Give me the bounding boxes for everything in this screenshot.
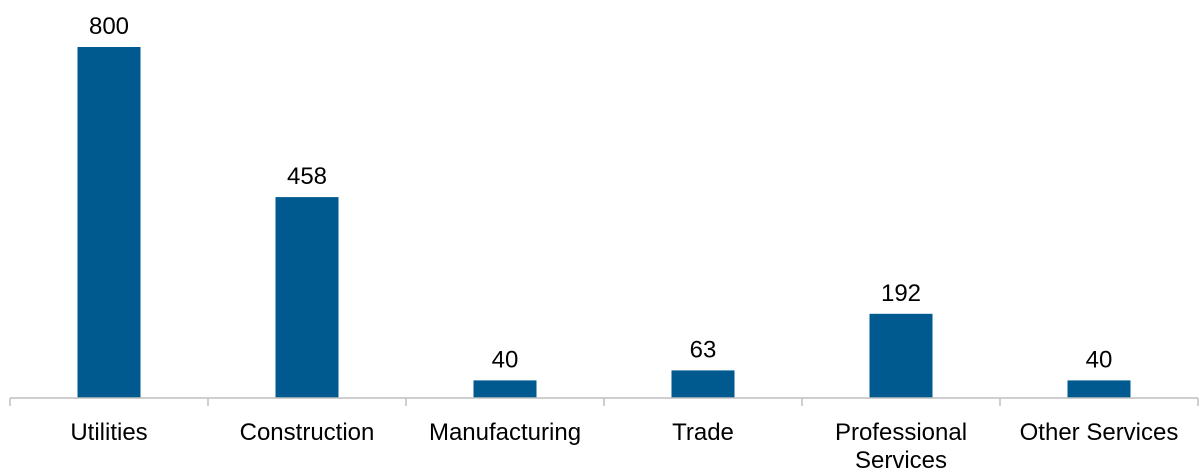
- bar-other-services: [1067, 380, 1131, 398]
- x-tick-label-manufacturing: Manufacturing: [429, 419, 581, 446]
- bar-utilities: [77, 47, 141, 398]
- x-tick-label-professional-services: Professional Services: [835, 419, 967, 474]
- x-tick-label-line: Utilities: [70, 419, 147, 446]
- value-label-manufacturing: 40: [492, 346, 519, 373]
- value-label-construction: 458: [287, 163, 327, 190]
- x-tick-labels-group: Utilities Construction Manufacturing Trade P…: [70, 419, 1178, 474]
- value-label-trade: 63: [690, 336, 717, 363]
- x-tick-label-utilities: Utilities: [70, 419, 147, 446]
- x-tick-label-other-services: Other Services: [1020, 419, 1179, 446]
- x-tick-label-line: Construction: [240, 419, 375, 446]
- value-labels-group: 800 458 40 63 192 40: [89, 13, 1112, 373]
- x-tick-label-line: Services: [855, 447, 947, 474]
- bar-construction: [275, 197, 339, 398]
- x-tick-label-line: Trade: [672, 419, 734, 446]
- value-label-utilities: 800: [89, 13, 129, 40]
- x-tick-label-trade: Trade: [672, 419, 734, 446]
- bar-professional-services: [869, 313, 933, 398]
- bar-trade: [671, 370, 735, 398]
- x-tick-label-line: Other Services: [1020, 419, 1179, 446]
- x-tick-label-line: Professional: [835, 419, 967, 446]
- x-tick-label-line: Manufacturing: [429, 419, 581, 446]
- value-label-other-services: 40: [1086, 346, 1113, 373]
- x-tick-label-construction: Construction: [240, 419, 375, 446]
- x-axis: [9, 397, 1199, 406]
- value-label-professional-services: 192: [881, 280, 921, 307]
- bar-manufacturing: [473, 380, 537, 398]
- bars-group: [77, 47, 1131, 398]
